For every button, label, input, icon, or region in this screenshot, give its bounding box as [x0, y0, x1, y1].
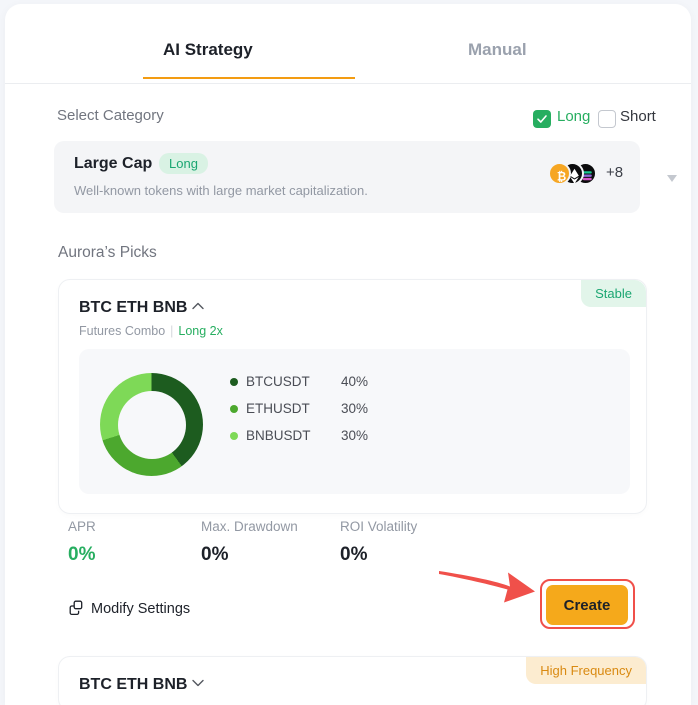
svg-text:₿: ₿: [557, 171, 566, 183]
